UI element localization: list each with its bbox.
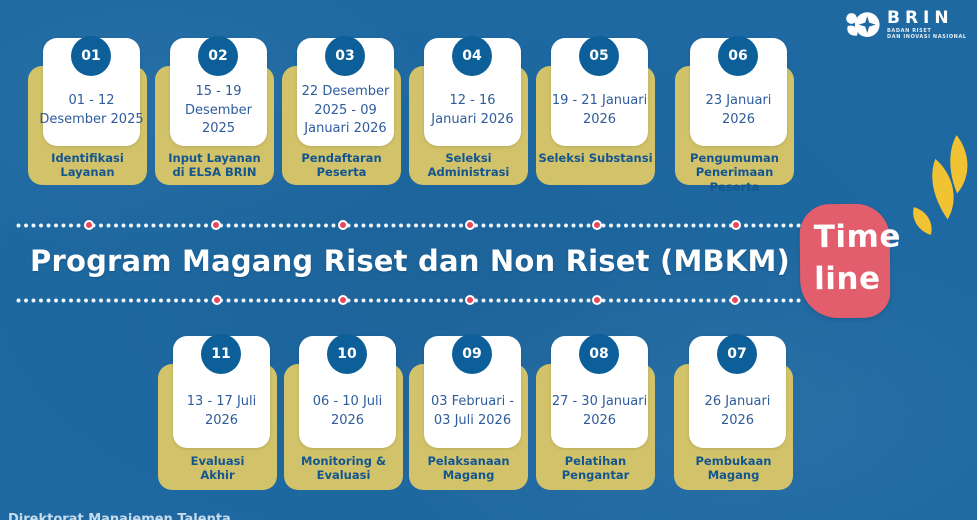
- timeline-badge: Time line: [799, 203, 902, 319]
- step-card-05: 05 19 - 21 Januari 2026 Seleksi Substans…: [536, 36, 655, 185]
- step-date: 19 - 21 Januari 2026: [551, 93, 648, 127]
- step-number-badge: 03: [325, 36, 365, 76]
- step-label: Pendaftaran Peserta: [301, 151, 382, 180]
- step-card-10: 10 06 - 10 Juli 2026 Monitoring & Evalua…: [284, 334, 403, 490]
- step-card-08: 08 27 - 30 Januari 2026 Pelatihan Pengan…: [536, 334, 655, 490]
- step-label: Pengumuman Penerimaan Peserta: [690, 151, 779, 194]
- timeline-badge-line1: Time: [813, 218, 902, 256]
- step-date: 01 - 12 Desember 2025: [39, 93, 144, 127]
- step-number: 09: [462, 346, 482, 362]
- step-card-04: 04 12 - 16 Januari 2026 Seleksi Administ…: [409, 36, 528, 185]
- step-number-badge: 08: [579, 334, 619, 374]
- step-label: Input Layanan di ELSA BRIN: [168, 151, 261, 180]
- step-date: 03 Februari - 03 Juli 2026: [430, 394, 515, 428]
- brin-logo-icon: [846, 12, 880, 37]
- step-card-03: 03 22 Desember 2025 - 09 Januari 2026 Pe…: [282, 36, 401, 185]
- step-date: 27 - 30 Januari 2026: [551, 394, 648, 428]
- step-label: Pelaksanaan Magang: [427, 454, 510, 483]
- brin-logo: BRIN BADAN RISET DAN INOVASI NASIONAL: [843, 8, 967, 46]
- brin-logo-text: BRIN BADAN RISET DAN INOVASI NASIONAL: [887, 8, 967, 40]
- step-label: Pelatihan Pengantar: [561, 454, 630, 483]
- footer-credit: Direktorat Manajemen Talenta: [8, 512, 231, 520]
- step-date: 15 - 19 Desember 2025: [184, 83, 253, 137]
- step-number-badge: 01: [71, 36, 111, 76]
- timeline-dotted-line-bottom: [16, 298, 804, 303]
- step-label: Seleksi Substansi: [538, 151, 653, 165]
- step-label: Monitoring & Evaluasi: [301, 454, 386, 483]
- timeline-node-dot: [338, 220, 348, 230]
- step-number-badge: 10: [327, 334, 367, 374]
- step-number-badge: 11: [201, 334, 241, 374]
- step-number-badge: 09: [452, 334, 492, 374]
- step-card-02: 02 15 - 19 Desember 2025 Input Layanan d…: [155, 36, 274, 185]
- step-label: Evaluasi Akhir: [190, 454, 245, 483]
- step-number: 04: [462, 48, 482, 64]
- page-title: Program Magang Riset dan Non Riset (MBKM…: [29, 244, 790, 278]
- brand-name: BRIN: [887, 8, 954, 28]
- step-number: 06: [728, 48, 748, 64]
- timeline-node-dot: [465, 220, 475, 230]
- step-card-01: 01 01 - 12 Desember 2025 Identifikasi La…: [28, 36, 147, 185]
- brand-tagline: BADAN RISET DAN INOVASI NASIONAL: [887, 28, 967, 40]
- step-number-badge: 06: [718, 36, 758, 76]
- step-number: 01: [81, 48, 101, 64]
- timeline-node-dot: [730, 295, 740, 305]
- step-number-badge: 07: [717, 334, 757, 374]
- step-number: 05: [589, 48, 609, 64]
- step-card-06: 06 23 Januari 2026 Pengumuman Penerimaan…: [675, 36, 794, 194]
- timeline-node-dot: [84, 220, 94, 230]
- timeline-node-dot: [465, 295, 475, 305]
- step-date: 12 - 16 Januari 2026: [431, 93, 514, 127]
- timeline-node-dot: [592, 220, 602, 230]
- step-number-badge: 02: [198, 36, 238, 76]
- step-number: 08: [589, 346, 609, 362]
- step-label: Pembukaan Magang: [695, 454, 772, 483]
- step-number: 02: [208, 48, 228, 64]
- step-number-badge: 04: [452, 36, 492, 76]
- step-label: Seleksi Administrasi: [427, 151, 510, 180]
- step-number-badge: 05: [579, 36, 619, 76]
- step-date: 22 Desember 2025 - 09 Januari 2026: [301, 83, 390, 137]
- step-card-11: 11 13 - 17 Juli 2026 Evaluasi Akhir: [158, 334, 277, 490]
- step-number: 03: [335, 48, 355, 64]
- timeline-node-dot: [592, 295, 602, 305]
- step-number: 10: [337, 346, 357, 362]
- timeline-badge-line2: line: [814, 260, 881, 298]
- timeline-dotted-line-top: [16, 223, 804, 228]
- step-number: 11: [211, 346, 231, 362]
- step-card-07: 07 26 Januari 2026 Pembukaan Magang: [674, 334, 793, 490]
- step-date: 23 Januari 2026: [705, 93, 772, 127]
- step-number: 07: [727, 346, 747, 362]
- step-card-09: 09 03 Februari - 03 Juli 2026 Pelaksanaa…: [409, 334, 528, 490]
- step-label: Identifikasi Layanan: [51, 151, 124, 180]
- sparkle-decoration-icon: [913, 135, 968, 235]
- timeline-node-dot: [212, 295, 222, 305]
- timeline-node-dot: [731, 220, 741, 230]
- timeline-node-dot: [338, 295, 348, 305]
- step-date: 06 - 10 Juli 2026: [312, 394, 383, 428]
- step-date: 13 - 17 Juli 2026: [186, 394, 257, 428]
- timeline-node-dot: [211, 220, 221, 230]
- step-date: 26 Januari 2026: [704, 394, 771, 428]
